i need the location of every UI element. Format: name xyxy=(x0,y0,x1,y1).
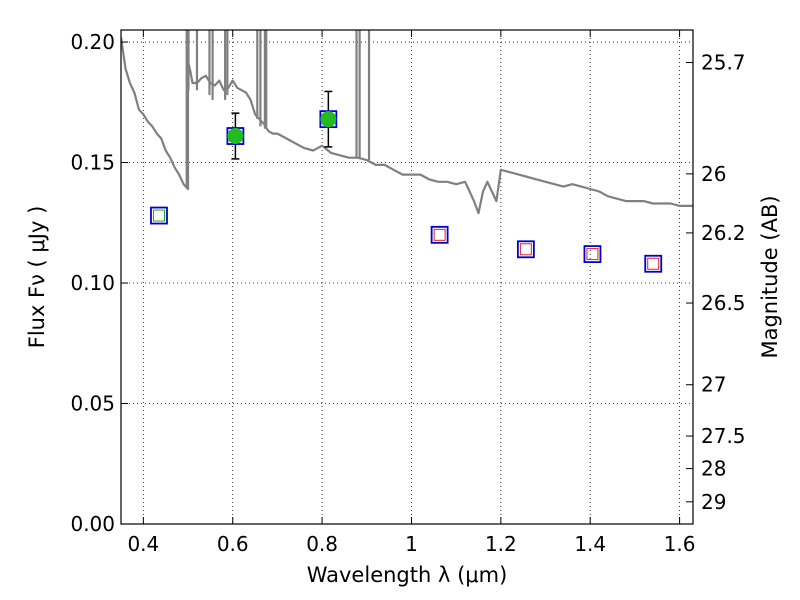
observed-point xyxy=(320,111,337,128)
x-tick-label: 1.4 xyxy=(574,532,606,556)
x-tick-label: 1.6 xyxy=(664,532,696,556)
y-tick-label: 0.10 xyxy=(70,271,115,295)
y-tick-label: 0.20 xyxy=(70,30,115,54)
observed-point xyxy=(227,128,244,145)
bandpass-square xyxy=(516,240,535,259)
right-tick-label: 28 xyxy=(701,457,726,481)
right-tick-label: 29 xyxy=(701,490,726,514)
x-tick-label: 0.6 xyxy=(217,532,249,556)
bandpass-inner-square xyxy=(647,257,660,270)
bandpass-inner-square xyxy=(519,243,532,256)
spectrum-line xyxy=(121,37,693,215)
x-axis-label: Wavelength λ (μm) xyxy=(307,563,508,587)
bandpass-inner-square xyxy=(433,228,446,241)
right-tick-label: 25.7 xyxy=(701,51,746,75)
y-tick-label: 0.05 xyxy=(70,392,115,416)
x-tick-label: 1 xyxy=(405,532,418,556)
bandpass-square xyxy=(430,225,449,244)
y-tick-label: 0.15 xyxy=(70,151,115,175)
right-tick-label: 26.5 xyxy=(701,291,746,315)
plot-frame xyxy=(120,29,694,525)
bandpass-inner-square xyxy=(586,248,599,261)
right-tick-label: 27.5 xyxy=(701,424,746,448)
bandpass-square xyxy=(644,254,663,273)
right-tick-label: 26.2 xyxy=(701,221,746,245)
model-spectrum xyxy=(121,30,693,215)
x-tick-label: 1.2 xyxy=(485,532,517,556)
right-tick-label: 26 xyxy=(701,162,726,186)
right-tick-label: 27 xyxy=(701,373,726,397)
x-tick-label: 0.8 xyxy=(306,532,338,556)
bandpass-square xyxy=(583,245,602,264)
y-axis-label: Flux Fν ( μJy ) xyxy=(25,206,49,349)
y-tick-label: 0.00 xyxy=(70,512,115,536)
bandpass-square xyxy=(150,206,168,225)
right-axis-label: Magnitude (AB) xyxy=(758,195,782,358)
data-points xyxy=(150,90,663,273)
x-tick-label: 0.4 xyxy=(127,532,159,556)
bandpass-inner-square xyxy=(152,209,165,222)
plot-background xyxy=(121,30,693,524)
axis-ticks: 0.4 0.6 0.8 1 1.2 1.4 1.6 0.00 0.05 0.10 0.15 0.20 2… xyxy=(70,30,746,556)
